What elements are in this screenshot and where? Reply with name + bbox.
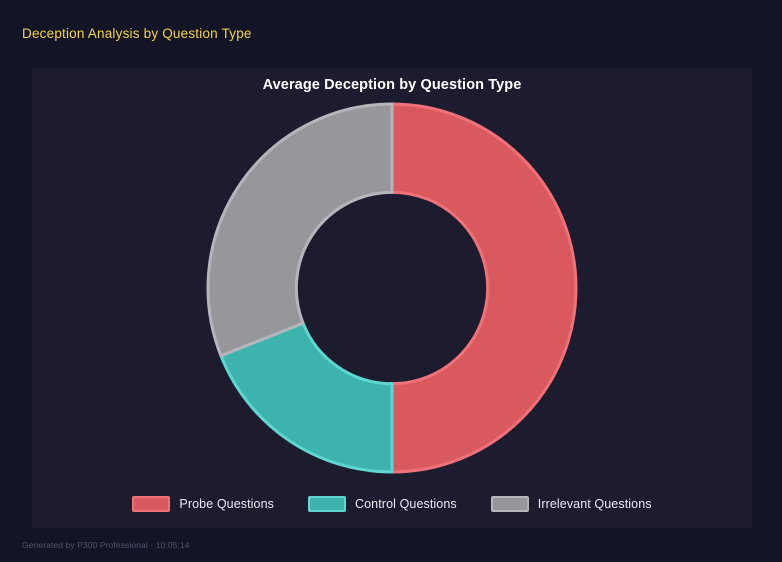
legend-item[interactable]: Probe Questions — [132, 496, 274, 512]
chart-card: Average Deception by Question Type Probe… — [32, 68, 752, 528]
donut-slice[interactable] — [390, 102, 578, 474]
donut-chart — [32, 68, 752, 483]
donut-chart-svg — [206, 102, 578, 474]
donut-slice-group — [206, 102, 578, 474]
donut-slice[interactable] — [219, 321, 394, 474]
legend-label: Irrelevant Questions — [537, 497, 652, 511]
footer-note: Generated by P300 Professional - 10:05:1… — [22, 540, 190, 550]
legend-item[interactable]: Control Questions — [308, 496, 457, 512]
legend-label: Probe Questions — [179, 497, 274, 511]
legend-swatch-control-questions — [308, 496, 346, 512]
legend-swatch-probe-questions — [132, 496, 171, 512]
legend-label: Control Questions — [355, 497, 457, 511]
legend-swatch-irrelevant-questions — [490, 496, 529, 512]
page-title: Deception Analysis by Question Type — [22, 26, 252, 41]
chart-legend: Probe Questions Control Questions Irrele… — [32, 496, 752, 512]
legend-item[interactable]: Irrelevant Questions — [490, 496, 652, 512]
donut-slice[interactable] — [206, 102, 394, 358]
chart-title: Average Deception by Question Type — [262, 77, 522, 93]
